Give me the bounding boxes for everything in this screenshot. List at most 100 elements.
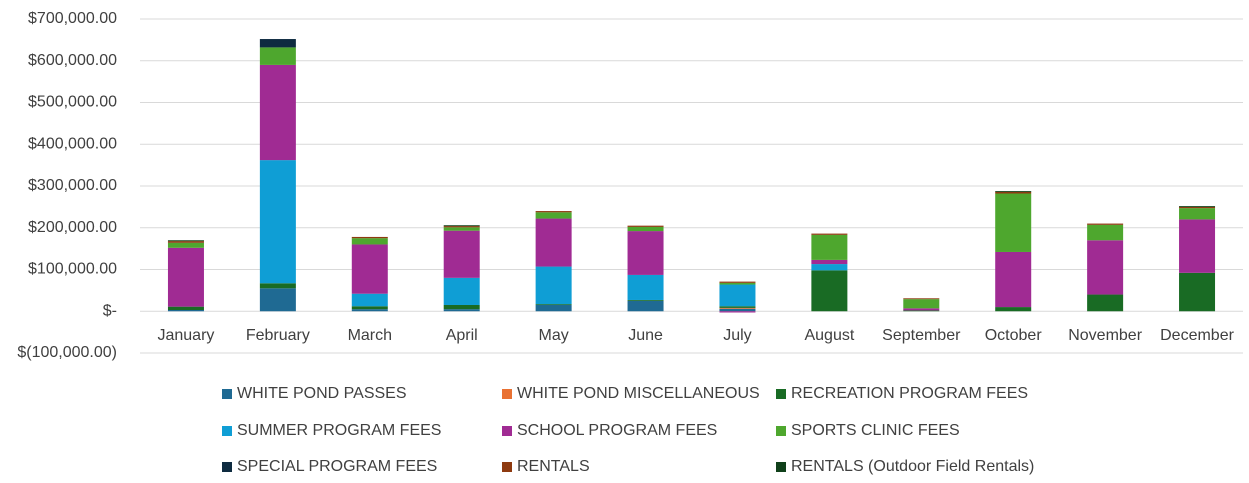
bar-segment bbox=[903, 308, 940, 311]
legend-label: RENTALS bbox=[517, 458, 590, 475]
bar-segment bbox=[627, 231, 664, 275]
bar-segment bbox=[167, 306, 204, 310]
legend-label: SPECIAL PROGRAM FEES bbox=[237, 458, 437, 475]
bar-segment bbox=[903, 310, 940, 312]
bar-segment bbox=[719, 284, 756, 307]
bar-segment bbox=[903, 298, 940, 300]
y-tick-label: $200,000.00 bbox=[28, 219, 117, 236]
legend-label: SCHOOL PROGRAM FEES bbox=[517, 422, 717, 439]
bar-segment bbox=[627, 225, 664, 227]
bar-segment bbox=[351, 236, 388, 239]
x-tick-label: April bbox=[446, 327, 478, 344]
bar-segment bbox=[1179, 208, 1216, 220]
bar-segment bbox=[811, 270, 848, 312]
x-tick-label: November bbox=[1068, 327, 1142, 344]
bar-segment bbox=[259, 283, 296, 289]
y-tick-label: $500,000.00 bbox=[28, 94, 117, 111]
bar-segment bbox=[1087, 224, 1124, 241]
x-tick-label: August bbox=[804, 327, 854, 344]
x-tick-label: January bbox=[157, 327, 214, 344]
bar-segment bbox=[535, 211, 572, 213]
bar-segment bbox=[995, 307, 1032, 312]
bar-segment bbox=[443, 304, 480, 310]
bar-segment bbox=[259, 64, 296, 161]
bar-segment bbox=[719, 306, 756, 308]
x-tick-label: October bbox=[985, 327, 1043, 344]
bar-segment bbox=[1087, 223, 1124, 225]
bar-segment bbox=[1179, 272, 1216, 312]
bar-segment bbox=[259, 160, 296, 284]
y-tick-label: $100,000.00 bbox=[28, 261, 117, 278]
bar-segment bbox=[351, 306, 388, 310]
bar-segment bbox=[351, 238, 388, 245]
bar-segment bbox=[627, 300, 664, 312]
bar-segment bbox=[535, 304, 572, 312]
bar-segment bbox=[719, 307, 756, 309]
bar-segment bbox=[811, 234, 848, 260]
legend-swatch bbox=[222, 462, 232, 472]
y-tick-label: $400,000.00 bbox=[28, 135, 117, 152]
x-tick-label: May bbox=[539, 327, 569, 344]
legend-label: SPORTS CLINIC FEES bbox=[791, 422, 960, 439]
y-tick-label: $600,000.00 bbox=[28, 52, 117, 69]
y-tick-label: $(100,000.00) bbox=[17, 344, 117, 361]
y-tick-label: $700,000.00 bbox=[28, 10, 117, 27]
legend-label: SUMMER PROGRAM FEES bbox=[237, 422, 441, 439]
bar-segment bbox=[443, 225, 480, 227]
bar-segment bbox=[1179, 206, 1216, 209]
legend-swatch bbox=[502, 462, 512, 472]
bar-segment bbox=[627, 299, 664, 301]
bar-segment bbox=[995, 193, 1032, 252]
x-tick-label: July bbox=[723, 327, 751, 344]
bar-segment bbox=[535, 266, 572, 305]
bar-segment bbox=[719, 281, 756, 283]
bar-segment bbox=[1179, 206, 1216, 207]
bar-segment bbox=[627, 274, 664, 300]
x-tick-label: December bbox=[1160, 327, 1234, 344]
legend-swatch bbox=[502, 389, 512, 399]
bar-segment bbox=[995, 191, 1032, 194]
bar-segment bbox=[535, 304, 572, 305]
bar-segment bbox=[719, 311, 756, 313]
bar-segment bbox=[719, 308, 756, 312]
bar-segment bbox=[1179, 219, 1216, 273]
bar-segment bbox=[903, 299, 940, 309]
legend-swatch bbox=[776, 389, 786, 399]
bar-segment bbox=[719, 282, 756, 285]
bar-segment bbox=[351, 244, 388, 294]
bar-segment bbox=[811, 233, 848, 235]
bar-segment bbox=[259, 47, 296, 65]
x-tick-label: September bbox=[882, 327, 961, 344]
legend-label: WHITE POND PASSES bbox=[237, 385, 407, 402]
legend-swatch bbox=[776, 426, 786, 436]
bar-segment bbox=[259, 39, 296, 48]
bar-segment bbox=[1087, 240, 1124, 295]
bar-segment bbox=[535, 212, 572, 219]
y-tick-label: $- bbox=[103, 302, 117, 319]
bar-segment bbox=[535, 218, 572, 267]
x-tick-label: February bbox=[246, 327, 310, 344]
legend-swatch bbox=[502, 426, 512, 436]
bar-segment bbox=[443, 226, 480, 228]
legend-swatch bbox=[222, 426, 232, 436]
bar-segment bbox=[259, 288, 296, 312]
x-tick-label: March bbox=[348, 327, 392, 344]
bar-segment bbox=[167, 240, 204, 242]
bar-segment bbox=[167, 241, 204, 243]
bar-segment bbox=[995, 251, 1032, 308]
bar-segment bbox=[167, 242, 204, 248]
legend-swatch bbox=[222, 389, 232, 399]
legend-label: RECREATION PROGRAM FEES bbox=[791, 385, 1028, 402]
bar-segment bbox=[351, 293, 388, 307]
bar-segment bbox=[443, 227, 480, 231]
bar-segment bbox=[1087, 294, 1124, 312]
bar-segment bbox=[443, 230, 480, 278]
bar-segment bbox=[811, 264, 848, 271]
bar-segment bbox=[443, 309, 480, 312]
bar-segment bbox=[811, 259, 848, 265]
bar-segment bbox=[167, 247, 204, 307]
bar-segment bbox=[167, 309, 204, 312]
legend-label: WHITE POND MISCELLANEOUS bbox=[517, 385, 760, 402]
x-tick-label: June bbox=[628, 327, 663, 344]
